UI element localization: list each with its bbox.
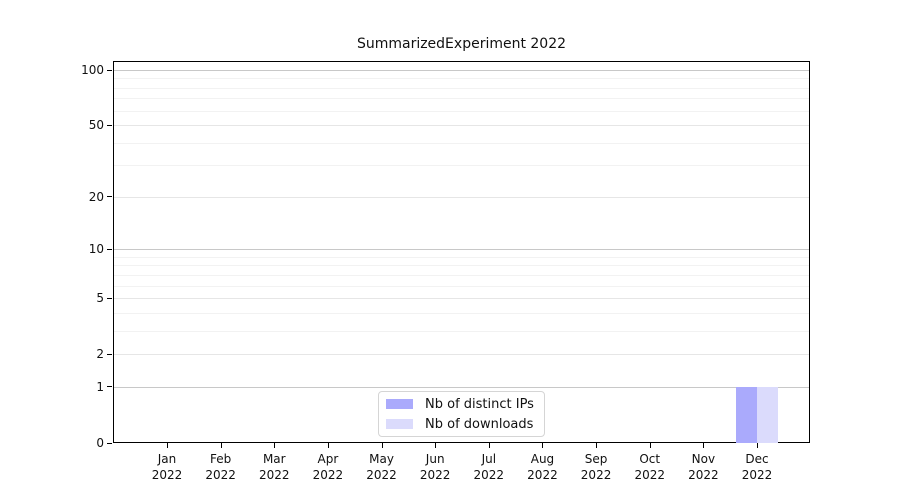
minor-gridline <box>114 110 809 112</box>
minor-gridline <box>114 165 809 167</box>
major-gridline <box>114 70 809 71</box>
x-tick-month: Dec <box>745 452 769 466</box>
bar-nb-of-distinct-ips-dec <box>735 386 757 443</box>
x-tick-mark <box>703 443 705 448</box>
x-tick-mark <box>220 443 222 448</box>
x-tick-year: 2022 <box>366 468 397 482</box>
x-tick-mark <box>488 443 490 448</box>
x-tick-year: 2022 <box>473 468 505 482</box>
x-tick-month: Aug <box>530 452 555 466</box>
y-tick-label: 10 <box>88 242 104 257</box>
y-tick-label: 50 <box>88 118 104 133</box>
x-tick-month: Oct <box>639 452 661 466</box>
legend-item-distinct-ips: Nb of distinct IPs <box>386 394 534 414</box>
minor-gridline <box>114 285 809 287</box>
x-tick-mark <box>649 443 651 448</box>
x-tick-label: Nov 2022 <box>671 451 735 483</box>
y-tick-label: 1 <box>96 379 104 394</box>
major-gridline <box>114 125 809 127</box>
x-tick-mark <box>757 443 758 448</box>
legend-swatch-downloads <box>386 419 413 429</box>
y-tick-mark <box>107 69 112 71</box>
x-tick-label: Dec 2022 <box>725 451 789 483</box>
x-tick-label: Apr 2022 <box>296 451 360 483</box>
y-tick-mark <box>107 248 112 250</box>
x-tick-year: 2022 <box>151 468 183 482</box>
y-tick-mark <box>107 353 112 355</box>
y-tick-label: 100 <box>81 63 104 77</box>
y-tick-mark <box>107 196 112 198</box>
minor-gridline <box>114 78 809 80</box>
major-gridline <box>114 354 809 356</box>
legend-label-downloads: Nb of downloads <box>425 416 534 432</box>
x-tick-month: Jul <box>481 452 497 466</box>
major-gridline <box>114 249 809 251</box>
major-gridline <box>114 386 809 388</box>
legend-label-distinct-ips: Nb of distinct IPs <box>425 396 534 412</box>
chart-title: SummarizedExperiment 2022 <box>356 36 567 52</box>
x-tick-label: May 2022 <box>350 451 414 483</box>
x-tick-year: 2022 <box>527 468 558 482</box>
y-tick-mark <box>107 124 112 126</box>
x-tick-mark <box>167 443 168 448</box>
minor-gridline <box>114 312 809 314</box>
x-tick-label: Sep 2022 <box>564 451 628 483</box>
x-tick-mark <box>381 443 383 448</box>
minor-gridline <box>114 87 809 89</box>
x-tick-label: Jan 2022 <box>135 451 199 483</box>
minor-gridline <box>114 265 809 267</box>
bar-nb-of-downloads-dec <box>757 386 779 443</box>
minor-gridline <box>114 142 809 144</box>
minor-gridline <box>114 274 809 276</box>
x-tick-mark <box>435 443 437 448</box>
x-tick-label: Jun 2022 <box>403 451 467 483</box>
x-tick-label: Feb 2022 <box>189 451 253 483</box>
y-tick-mark <box>107 386 112 388</box>
x-tick-mark <box>274 443 276 448</box>
y-tick-label: 20 <box>88 189 104 204</box>
x-tick-mark <box>596 443 598 448</box>
x-tick-label: Oct 2022 <box>618 451 682 483</box>
x-tick-month: Jan <box>157 452 177 466</box>
x-tick-month: Jun <box>425 452 445 466</box>
x-tick-month: Mar <box>262 452 286 466</box>
x-tick-year: 2022 <box>634 468 665 482</box>
x-tick-year: 2022 <box>419 468 451 482</box>
x-tick-mark <box>542 443 544 448</box>
legend: Nb of distinct IPs Nb of downloads <box>378 391 545 437</box>
minor-gridline <box>114 98 809 100</box>
plot-area <box>113 61 810 443</box>
y-tick-mark <box>107 297 112 299</box>
x-tick-year: 2022 <box>205 468 236 482</box>
x-tick-label: Jul 2022 <box>457 451 521 483</box>
y-tick-mark <box>107 442 112 444</box>
x-tick-year: 2022 <box>258 468 290 482</box>
x-tick-year: 2022 <box>741 468 773 482</box>
y-tick-label: 5 <box>96 291 104 306</box>
x-tick-year: 2022 <box>580 468 612 482</box>
x-tick-label: Aug 2022 <box>510 451 574 483</box>
x-tick-month: Feb <box>210 452 232 466</box>
major-gridline <box>114 196 809 198</box>
y-tick-label: 2 <box>96 347 104 362</box>
x-tick-year: 2022 <box>688 468 719 482</box>
y-tick-label: 0 <box>96 436 104 450</box>
minor-gridline <box>114 330 809 332</box>
x-tick-year: 2022 <box>312 468 344 482</box>
x-tick-month: Nov <box>691 452 716 466</box>
x-tick-mark <box>327 443 329 448</box>
legend-item-downloads: Nb of downloads <box>386 414 534 434</box>
x-tick-month: Apr <box>317 452 339 466</box>
x-tick-month: May <box>369 452 394 466</box>
x-tick-label: Mar 2022 <box>242 451 306 483</box>
legend-swatch-distinct-ips <box>386 399 413 409</box>
x-tick-month: Sep <box>584 452 608 466</box>
minor-gridline <box>114 256 809 258</box>
major-gridline <box>114 298 809 300</box>
